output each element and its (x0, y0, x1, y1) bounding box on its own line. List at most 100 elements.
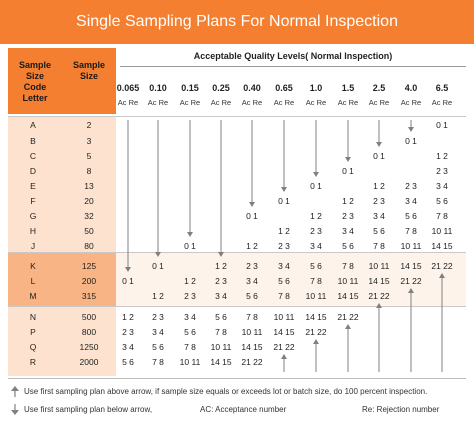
plan-cell: 3 4 (373, 211, 385, 221)
aql-title-rule (120, 66, 466, 67)
code-letter: A (30, 120, 36, 130)
plan-cell: 5 6 (373, 226, 385, 236)
plan-cell: 21 22 (400, 276, 422, 286)
legend-rule (8, 378, 466, 379)
plan-cell: 3 4 (246, 276, 258, 286)
plan-cell: 14 15 (431, 241, 453, 251)
plan-cell: 1 2 (246, 241, 258, 251)
plan-cell: 14 15 (241, 342, 263, 352)
plan-cell: 7 8 (184, 342, 196, 352)
plan-cell: 10 11 (400, 241, 422, 251)
arrow-down-icon (408, 120, 414, 132)
code-letter: F (30, 196, 36, 206)
plan-cell: 14 15 (305, 312, 327, 322)
plan-cell: 14 15 (210, 357, 232, 367)
left-band-middle (8, 252, 116, 306)
plan-cell: 7 8 (215, 327, 227, 337)
plan-cell: 2 3 (373, 196, 385, 206)
ac-re-label: Ac Re (147, 98, 169, 107)
ac-re-label: Ac Re (210, 98, 232, 107)
arrow-up-icon (376, 303, 382, 372)
plan-cell: 2 3 (436, 166, 448, 176)
plan-cell: 0 1 (405, 136, 417, 146)
plan-cell: 3 4 (215, 291, 227, 301)
row-separator (8, 116, 466, 117)
plan-cell: 2 3 (184, 291, 196, 301)
aql-level: 0.065 (116, 83, 140, 93)
plan-cell: 14 15 (400, 261, 422, 271)
ac-re-label: Ac Re (179, 98, 201, 107)
plan-cell: 2 3 (122, 327, 134, 337)
aql-level: 0.40 (243, 83, 261, 93)
arrow-down-icon (187, 120, 193, 237)
code-letter: L (30, 276, 36, 286)
plan-cell: 5 6 (436, 196, 448, 206)
plan-cell: 10 11 (337, 276, 359, 286)
plan-cell: 1 2 (373, 181, 385, 191)
plan-cell: 3 4 (405, 196, 417, 206)
plan-cell: 21 22 (273, 342, 295, 352)
plan-cell: 21 22 (305, 327, 327, 337)
left-header-block (8, 48, 116, 114)
plan-cell: 5 6 (122, 357, 134, 367)
plan-cell: 1 2 (152, 291, 164, 301)
plan-cell: 7 8 (246, 312, 258, 322)
sample-size: 20 (84, 196, 94, 206)
sample-size: 3 (86, 136, 92, 146)
sample-size: 1250 (79, 342, 99, 352)
sample-size: 500 (81, 312, 97, 322)
plan-cell: 3 4 (310, 241, 322, 251)
plan-cell: 2 3 (215, 276, 227, 286)
plan-cell: 5 6 (152, 342, 164, 352)
sample-size: 800 (81, 327, 97, 337)
code-letter: M (29, 291, 37, 301)
plan-cell: 14 15 (368, 276, 390, 286)
sample-size-header: Sample Size (72, 60, 105, 81)
arrow-down-icon (218, 120, 224, 257)
arrow-down-icon (125, 120, 131, 272)
plan-cell: 2 3 (405, 181, 417, 191)
legend-re: Re: Rejection number (362, 405, 440, 414)
plan-cell: 2 3 (310, 226, 322, 236)
plan-cell: 0 1 (436, 120, 448, 130)
left-band-lower (8, 306, 116, 376)
plan-cell: 2 3 (152, 312, 164, 322)
arrow-up-icon (281, 354, 287, 372)
plan-cell: 3 4 (436, 181, 448, 191)
plan-cell: 3 4 (184, 312, 196, 322)
sample-size: 315 (81, 291, 97, 301)
page-title: Single Sampling Plans For Normal Inspect… (0, 0, 474, 44)
code-letter: K (30, 261, 36, 271)
plan-cell: 10 11 (431, 226, 453, 236)
plan-cell: 0 1 (152, 261, 164, 271)
row-separator (8, 306, 466, 307)
sample-size: 5 (86, 151, 92, 161)
plan-cell: 0 1 (373, 151, 385, 161)
aql-level: 6.5 (435, 83, 449, 93)
aql-level: 1.0 (309, 83, 323, 93)
plan-cell: 1 2 (436, 151, 448, 161)
plan-cell: 10 11 (305, 291, 327, 301)
legend-ac: AC: Acceptance number (200, 405, 287, 414)
ac-re-label: Ac Re (400, 98, 422, 107)
plan-cell: 14 15 (337, 291, 359, 301)
arrow-up-icon (439, 273, 445, 372)
ac-re-label: Ac Re (368, 98, 390, 107)
plan-cell: 2 3 (342, 211, 354, 221)
code-letter: B (30, 136, 36, 146)
ac-re-label: Ac Re (273, 98, 295, 107)
plan-cell: 7 8 (373, 241, 385, 251)
plan-cell: 0 1 (342, 166, 354, 176)
plan-cell: 5 6 (246, 291, 258, 301)
aql-level: 0.10 (149, 83, 167, 93)
plan-cell: 1 2 (215, 261, 227, 271)
code-letter: Q (29, 342, 37, 352)
ac-re-label: Ac Re (431, 98, 453, 107)
sample-size: 32 (84, 211, 94, 221)
plan-cell: 0 1 (310, 181, 322, 191)
sample-size: 80 (84, 241, 94, 251)
plan-cell: 3 4 (122, 342, 134, 352)
plan-cell: 1 2 (278, 226, 290, 236)
sample-size: 50 (84, 226, 94, 236)
